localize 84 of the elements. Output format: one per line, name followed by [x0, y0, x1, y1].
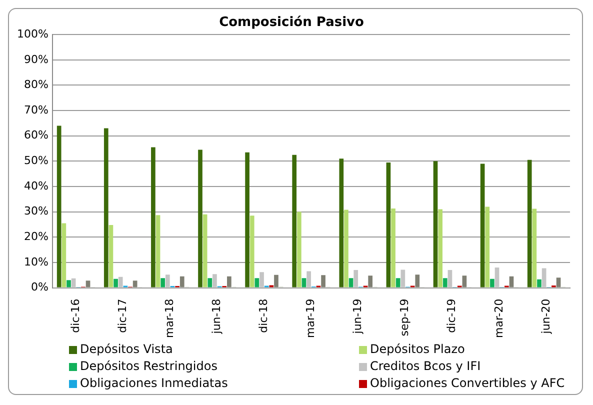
bar	[438, 209, 442, 288]
y-tick-label: 100%	[16, 27, 48, 40]
bar	[202, 214, 208, 288]
bar	[302, 278, 306, 288]
bar	[415, 274, 420, 288]
y-tick-label: 90%	[24, 52, 48, 66]
y-tick-label: 40%	[24, 179, 48, 192]
bar	[391, 208, 396, 288]
bar	[354, 270, 358, 288]
bar	[274, 274, 278, 288]
bar	[490, 278, 494, 288]
bar	[433, 161, 438, 288]
x-tick-label: dic-18	[257, 298, 270, 333]
bar	[386, 162, 391, 288]
y-tick-label: 70%	[24, 103, 48, 116]
bar	[442, 278, 448, 288]
legend-label: Creditos Bcos y IFI	[370, 358, 481, 375]
x-tick-label: dic-19	[445, 298, 458, 333]
bar	[250, 216, 254, 288]
y-tick-label: 60%	[24, 128, 48, 142]
x-tick-label: jun-19	[351, 298, 364, 335]
bar	[400, 270, 406, 288]
bar	[480, 164, 485, 288]
bar	[212, 274, 217, 288]
bar	[180, 276, 184, 288]
bar	[485, 206, 490, 288]
legend-label: Depósitos Restringidos	[80, 358, 218, 375]
bar	[537, 279, 542, 288]
y-tick-label: 30%	[24, 204, 48, 218]
bar	[296, 212, 302, 288]
bar	[165, 274, 170, 288]
x-tick-label: jun-18	[210, 298, 223, 335]
bar	[71, 278, 76, 288]
x-tick-label: jun-20	[539, 298, 552, 335]
x-tick-label: dic-16	[68, 298, 82, 333]
bar	[509, 276, 514, 288]
bar	[396, 278, 400, 288]
bar	[132, 280, 138, 288]
x-tick-label: sep-19	[398, 298, 412, 336]
bar	[494, 268, 500, 288]
x-tick-label: mar-19	[304, 298, 318, 338]
bar	[368, 276, 372, 288]
bar	[156, 215, 160, 288]
bar	[118, 276, 123, 288]
bar	[527, 160, 532, 288]
bar	[532, 208, 537, 288]
y-tick-label: 0%	[30, 280, 48, 294]
legend-label: Obligaciones Inmediatas	[80, 375, 228, 392]
legend-label: Depósitos Vista	[80, 341, 173, 358]
y-tick-label: 20%	[24, 230, 48, 243]
bar	[208, 278, 212, 288]
bar	[542, 268, 546, 288]
bar	[114, 278, 118, 288]
bar	[344, 210, 348, 288]
y-tick-label: 80%	[24, 78, 48, 92]
bar	[245, 152, 250, 288]
bar	[86, 280, 90, 288]
bar	[339, 158, 344, 288]
chart-title: Composición Pasivo	[219, 15, 364, 30]
x-tick-label: dic-17	[116, 298, 129, 333]
bar	[151, 147, 156, 288]
bar	[104, 128, 108, 288]
bar	[292, 154, 297, 288]
bar	[62, 223, 66, 288]
x-tick-label: mar-18	[162, 298, 176, 338]
bar	[66, 280, 71, 288]
bar	[306, 271, 311, 288]
legend-label: Obligaciones Convertibles y AFC	[370, 375, 565, 392]
x-tick-label: mar-20	[492, 298, 506, 338]
bar	[448, 270, 452, 288]
bar	[556, 278, 561, 288]
bar	[260, 272, 264, 288]
bar	[160, 278, 166, 288]
bar	[198, 150, 202, 288]
y-tick-label: 10%	[24, 255, 48, 268]
y-tick-label: 50%	[24, 154, 48, 168]
bar	[108, 224, 114, 288]
bar	[56, 126, 62, 288]
bar	[462, 276, 467, 288]
bar	[348, 278, 354, 288]
legend-label: Depósitos Plazo	[370, 341, 465, 358]
bar	[254, 278, 260, 288]
bar	[227, 276, 232, 288]
bar	[321, 275, 326, 288]
